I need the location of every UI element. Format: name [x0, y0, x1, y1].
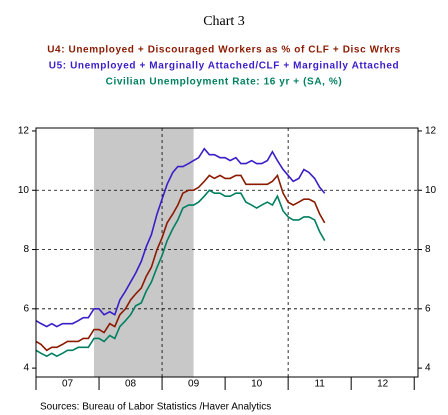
y2-tick-label: 4	[425, 363, 431, 374]
legend-entry: U4: Unemployed + Discouraged Workers as …	[47, 45, 401, 56]
source: Sources: Bureau of Labor Statistics /Hav…	[40, 402, 271, 413]
x-tick-label: 12	[377, 379, 389, 390]
plot-frame	[35, 127, 419, 378]
y2-tick-label: 10	[425, 185, 437, 196]
series-line	[35, 173, 326, 352]
x-tick-label: 08	[125, 379, 137, 390]
y-tick-label: 10	[18, 185, 30, 196]
y-tick-label: 6	[23, 303, 29, 314]
y2-tick-label: 8	[425, 244, 431, 255]
series-line	[35, 147, 326, 328]
legend-entry: U5: Unemployed + Marginally Attached/CLF…	[49, 61, 399, 72]
x-tick-label: 10	[251, 379, 263, 390]
x-tick-label: 09	[188, 379, 200, 390]
y-tick-label: 12	[18, 126, 30, 137]
legend-entry: Civilian Unemployment Rate: 16 yr + (SA,…	[106, 77, 343, 88]
y2-tick-label: 6	[425, 303, 431, 314]
x-tick-label: 07	[62, 379, 74, 390]
x-tick-label: 11	[314, 379, 325, 390]
y-tick-label: 8	[23, 244, 29, 255]
chart-title: Chart 3	[203, 14, 245, 29]
y-tick-label: 4	[23, 363, 29, 374]
series-line	[35, 189, 326, 358]
y2-tick-label: 12	[425, 126, 437, 137]
